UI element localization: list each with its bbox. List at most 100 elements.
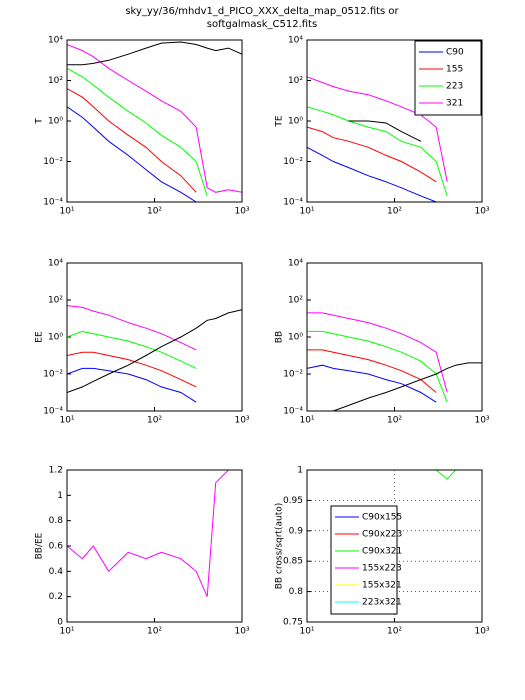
x-tick-label: 10²: [387, 627, 402, 637]
y-tick-label: 0.4: [49, 567, 64, 577]
series-line: [307, 106, 448, 197]
series-line: [67, 305, 197, 351]
legend-label: 155x321: [362, 581, 402, 591]
y-axis-label: BB cross/sqrt(auto): [275, 503, 285, 589]
x-tick-label: 10²: [387, 207, 402, 217]
series-line: [67, 470, 242, 597]
y-axis-label: BB: [275, 331, 285, 343]
axes-box: [306, 469, 483, 623]
y-tick-label: 0.6: [49, 542, 64, 552]
axes-box: [66, 262, 243, 412]
series-line: [67, 351, 197, 388]
y-tick-label: 0.95: [283, 496, 303, 506]
plot-area: [307, 312, 482, 411]
y-axis-label: T: [35, 118, 45, 125]
y-tick-label: 10⁴: [48, 259, 63, 269]
x-tick-label: 10²: [387, 416, 402, 426]
plot-area: [67, 41, 242, 202]
axes-box: [306, 39, 483, 203]
y-tick-label: 10²: [288, 76, 303, 86]
legend-label: C90: [446, 48, 464, 58]
y-tick-label: 1: [57, 491, 63, 501]
y-tick-label: 10⁰: [288, 117, 303, 127]
y-tick-label: 10⁻⁴: [43, 198, 63, 208]
series-line: [67, 106, 197, 202]
plot-area: [67, 305, 242, 403]
figure-title: sky_yy/36/mhdv1_d_PICO_XXX_delta_map_051…: [125, 6, 399, 17]
y-tick-label: 0: [57, 618, 63, 628]
x-tick-label: 10³: [234, 416, 249, 426]
x-tick-label: 10³: [234, 627, 249, 637]
series-line: [67, 41, 242, 66]
y-tick-label: 10⁴: [48, 36, 63, 46]
legend-label: C90x155: [362, 513, 402, 523]
y-tick-label: 10⁴: [288, 36, 303, 46]
y-tick-label: 10⁻⁴: [283, 407, 303, 417]
x-tick-label: 10¹: [299, 207, 314, 217]
y-tick-label: 10²: [48, 76, 63, 86]
y-tick-label: 0.8: [289, 587, 304, 597]
x-tick-label: 10¹: [299, 416, 314, 426]
y-tick-label: 10⁻⁴: [43, 407, 63, 417]
y-tick-label: 1.2: [49, 466, 63, 476]
x-tick-label: 10²: [147, 416, 162, 426]
axes-box: [306, 262, 483, 412]
y-tick-label: 10⁰: [48, 117, 63, 127]
legend-label: 223x321: [362, 598, 402, 608]
series-line: [307, 126, 437, 183]
y-tick-label: 0.85: [283, 557, 303, 567]
legend-label: C90x321: [362, 547, 402, 557]
y-tick-label: 10²: [48, 296, 63, 306]
legend-label: 321: [446, 99, 463, 109]
y-axis-label: EE: [35, 331, 45, 343]
legend-label: C90x223: [362, 530, 402, 540]
series-line: [67, 367, 197, 403]
y-tick-label: 10⁰: [48, 333, 63, 343]
series-line: [67, 44, 242, 193]
y-tick-label: 10⁻²: [283, 370, 303, 380]
figure-title: softgalmask_C512.fits: [207, 19, 317, 30]
y-tick-label: 10⁰: [288, 333, 303, 343]
x-tick-label: 10³: [474, 627, 489, 637]
legend-label: 155x223: [362, 564, 402, 574]
series-line: [307, 312, 448, 393]
series-line: [67, 309, 242, 393]
series-line: [307, 364, 437, 403]
x-tick-label: 10¹: [59, 627, 74, 637]
legend-label: 155: [446, 65, 463, 75]
x-tick-label: 10³: [234, 207, 249, 217]
y-tick-label: 10⁻²: [283, 157, 303, 167]
series-line: [333, 362, 482, 411]
x-tick-label: 10²: [147, 627, 162, 637]
y-tick-label: 0.2: [49, 592, 63, 602]
y-tick-label: 10⁻²: [43, 157, 63, 167]
y-tick-label: 0.8: [49, 516, 64, 526]
y-axis-label: BB/EE: [35, 532, 45, 559]
x-tick-label: 10¹: [299, 627, 314, 637]
axes-box: [66, 39, 243, 203]
y-tick-label: 10²: [288, 296, 303, 306]
y-axis-label: TE: [275, 115, 285, 127]
series-line: [348, 120, 422, 142]
series-line: [307, 330, 448, 403]
x-tick-label: 10¹: [59, 207, 74, 217]
x-tick-label: 10¹: [59, 416, 74, 426]
series-line: [307, 146, 437, 202]
legend-box: [330, 505, 398, 615]
x-tick-label: 10³: [474, 207, 489, 217]
series-line: [67, 67, 208, 197]
x-tick-label: 10³: [474, 416, 489, 426]
y-tick-label: 1: [297, 466, 303, 476]
y-tick-label: 10⁻⁴: [283, 198, 303, 208]
y-tick-label: 0.9: [289, 526, 304, 536]
series-line: [67, 88, 197, 193]
series-line: [307, 76, 448, 182]
axes-box: [66, 469, 243, 623]
plot-area: [307, 76, 448, 202]
plot-area: [67, 470, 242, 597]
y-tick-label: 10⁻²: [43, 370, 63, 380]
y-tick-label: 0.75: [283, 618, 303, 628]
series-line: [67, 330, 197, 369]
legend-label: 223: [446, 82, 463, 92]
